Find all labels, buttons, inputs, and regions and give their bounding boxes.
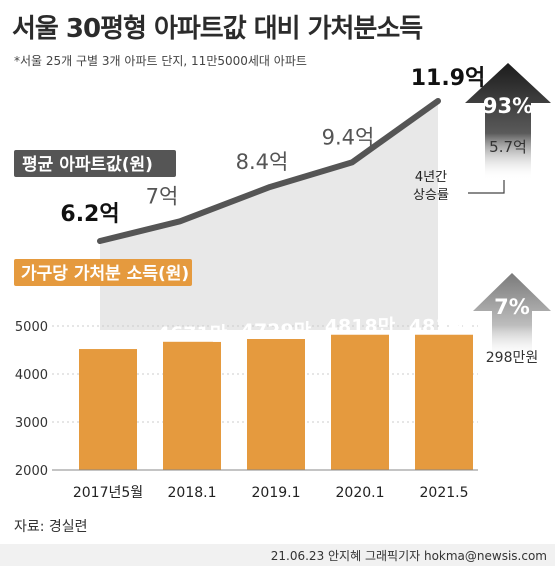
income-bar (79, 349, 137, 470)
income-badge (14, 259, 192, 286)
apt-growth-percent: 93% (483, 94, 533, 118)
income-growth-arrow-icon (473, 273, 551, 360)
apt-growth-arrow-icon (465, 63, 551, 180)
income-growth-percent: 7% (494, 295, 530, 319)
apt-growth-caption-1: 4년간 (415, 170, 447, 185)
footer-bar: 21.06.23 안지혜 그래픽기자 hokma@newsis.com (0, 544, 555, 566)
y-tick-label: 3000 (15, 416, 48, 431)
income-bar-label: 4729만 (241, 320, 312, 342)
apt-price-label: 6.2억 (60, 202, 119, 227)
income-bar (415, 334, 473, 470)
footnote: *서울 25개 구별 3개 아파트 단지, 11만5000세대 아파트 (14, 54, 307, 68)
x-tick-label: 2017년5월 (73, 485, 143, 501)
page-title: 서울 30평형 아파트값 대비 가처분소득 (12, 14, 423, 44)
y-tick-label: 4000 (15, 368, 48, 383)
apt-price-label: 7억 (146, 184, 179, 208)
apt-growth-amount: 5.7억 (489, 138, 527, 156)
income-bar-label: 4818만 (325, 316, 396, 338)
x-tick-label: 2021.5 (420, 485, 469, 501)
income-bar-label: 4818만 (409, 316, 480, 338)
apt-growth-caption-2: 상승률 (413, 188, 449, 203)
income-growth-amount: 298만원 (486, 350, 538, 366)
x-tick-label: 2020.1 (336, 485, 385, 501)
x-tick-label: 2018.1 (168, 485, 217, 501)
apt-price-badge (14, 150, 176, 177)
income-bar (331, 334, 389, 470)
income-bar (247, 339, 305, 470)
apt-price-badge-label: 평균 아파트값(원) (22, 155, 153, 175)
source-note: 자료: 경실련 (14, 519, 88, 535)
income-bar-label: 4671만 (157, 323, 228, 345)
x-tick-label: 2019.1 (252, 485, 301, 501)
apt-price-line (97, 98, 441, 244)
income-badge-label: 가구당 가처분 소득(원) (21, 264, 189, 284)
apt-growth-connector (468, 180, 505, 194)
apt-price-label: 9.4억 (322, 125, 375, 149)
apt-price-label: 8.4억 (236, 150, 289, 174)
credit-text: 21.06.23 안지혜 그래픽기자 hokma@newsis.com (270, 549, 547, 563)
y-tick-label: 5000 (15, 320, 48, 335)
apt-price-label: 11.9억 (411, 66, 486, 91)
income-bar (163, 341, 221, 470)
income-bar-label: 4520만 (73, 330, 144, 352)
y-tick-label: 2000 (15, 464, 48, 479)
